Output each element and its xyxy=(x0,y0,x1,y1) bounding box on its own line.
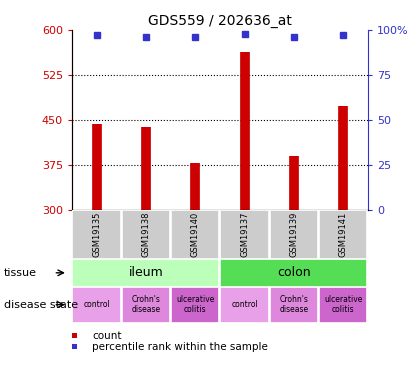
Text: colon: colon xyxy=(277,266,311,279)
Text: tissue: tissue xyxy=(4,268,37,278)
Bar xyxy=(171,287,219,322)
Bar xyxy=(171,210,219,259)
Bar xyxy=(72,287,121,322)
Bar xyxy=(319,287,367,322)
Bar xyxy=(220,287,269,322)
Text: control: control xyxy=(83,300,110,309)
Title: GDS559 / 202636_at: GDS559 / 202636_at xyxy=(148,13,292,28)
Text: ileum: ileum xyxy=(129,266,163,279)
Bar xyxy=(270,210,318,259)
Text: GSM19140: GSM19140 xyxy=(191,212,200,257)
Text: GSM19138: GSM19138 xyxy=(141,211,150,257)
Bar xyxy=(122,210,170,259)
Text: GSM19137: GSM19137 xyxy=(240,211,249,257)
Text: GSM19141: GSM19141 xyxy=(339,212,348,257)
Bar xyxy=(72,259,219,287)
Bar xyxy=(122,287,170,322)
Text: Crohn's
disease: Crohn's disease xyxy=(132,295,160,314)
Text: percentile rank within the sample: percentile rank within the sample xyxy=(92,342,268,352)
Text: GSM19135: GSM19135 xyxy=(92,211,101,257)
Text: disease state: disease state xyxy=(4,300,78,310)
Text: count: count xyxy=(92,331,122,340)
Text: ulcerative
colitis: ulcerative colitis xyxy=(176,295,215,314)
Bar xyxy=(72,210,121,259)
Text: GSM19139: GSM19139 xyxy=(289,211,298,257)
Text: ulcerative
colitis: ulcerative colitis xyxy=(324,295,363,314)
Bar xyxy=(270,287,318,322)
Text: Crohn's
disease: Crohn's disease xyxy=(279,295,308,314)
Bar xyxy=(220,259,367,287)
Bar xyxy=(319,210,367,259)
Text: control: control xyxy=(231,300,258,309)
Bar xyxy=(220,210,269,259)
